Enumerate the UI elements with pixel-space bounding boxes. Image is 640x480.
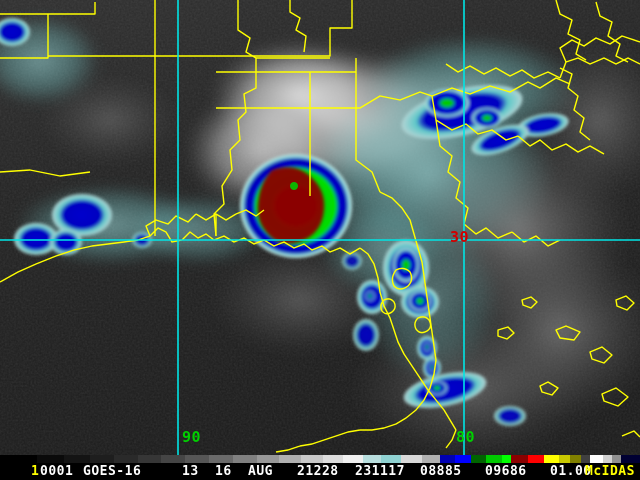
colorbar-segment-25 bbox=[527, 455, 545, 463]
status-month: AUG bbox=[248, 464, 273, 479]
colorbar-segment-12 bbox=[300, 455, 323, 463]
colorbar-segment-5 bbox=[137, 455, 162, 463]
status-line-number: 1 bbox=[31, 464, 40, 479]
storm-core bbox=[240, 154, 352, 258]
colorbar-segment-13 bbox=[322, 455, 343, 463]
latlon-grid bbox=[0, 0, 640, 455]
colorbar-segment-14 bbox=[342, 455, 363, 463]
colorbar-segment-24 bbox=[511, 455, 528, 463]
grid-label-lat-30: 30 bbox=[450, 228, 469, 246]
status-day-of-frame: 13 bbox=[182, 464, 199, 479]
status-software-label: McIDAS bbox=[585, 464, 635, 479]
colorbar-segment-7 bbox=[185, 455, 209, 463]
grid-label-lon-90: 90 bbox=[182, 428, 201, 446]
satellite-image-canvas[interactable]: 90 80 30 bbox=[0, 0, 640, 455]
colorbar-segment-11 bbox=[278, 455, 301, 463]
colorbar-segment-21 bbox=[471, 455, 486, 463]
storm-eye bbox=[290, 182, 298, 190]
colorbar-segment-10 bbox=[256, 455, 279, 463]
colorbar-segment-33 bbox=[621, 455, 640, 463]
status-resolution-a: 08885 bbox=[420, 464, 462, 479]
colorbar-segment-28 bbox=[570, 455, 582, 463]
status-time: 231117 bbox=[355, 464, 405, 479]
colorbar-segment-4 bbox=[113, 455, 138, 463]
colorbar-segment-9 bbox=[232, 455, 257, 463]
colorbar-segment-30 bbox=[590, 455, 604, 463]
colorbar-segment-29 bbox=[581, 455, 591, 463]
storm-eyewall-cold-core bbox=[257, 167, 325, 244]
colorbar-segment-32 bbox=[612, 455, 622, 463]
gulf-coast-cells bbox=[0, 18, 152, 255]
status-resolution-b: 09686 bbox=[485, 464, 527, 479]
colorbar-segment-17 bbox=[401, 455, 422, 463]
colorbar-segment-6 bbox=[161, 455, 186, 463]
status-bar: 1 0001 GOES-16 13 16 AUG 21228 231117 08… bbox=[0, 463, 640, 480]
ir-enhancement-colorbar[interactable] bbox=[0, 455, 640, 463]
colorbar-segment-31 bbox=[603, 455, 613, 463]
status-frame-id: 0001 bbox=[40, 464, 74, 479]
colorbar-segment-18 bbox=[421, 455, 440, 463]
colorbar-segment-0 bbox=[0, 455, 37, 463]
status-day: 16 bbox=[215, 464, 232, 479]
colorbar-segment-22 bbox=[485, 455, 503, 463]
colorbar-segment-23 bbox=[502, 455, 512, 463]
colorbar-segment-15 bbox=[362, 455, 382, 463]
colorbar-segment-20 bbox=[454, 455, 472, 463]
colorbar-segment-19 bbox=[439, 455, 455, 463]
colorbar-segment-27 bbox=[559, 455, 571, 463]
colorbar-segment-26 bbox=[544, 455, 560, 463]
map-boundaries bbox=[0, 0, 640, 453]
satellite-raster: 90 80 30 bbox=[0, 0, 640, 455]
grid-label-lon-80: 80 bbox=[456, 428, 475, 446]
colorbar-segment-16 bbox=[381, 455, 402, 463]
colorbar-segment-1 bbox=[36, 455, 65, 463]
colorbar-segment-3 bbox=[89, 455, 114, 463]
status-satellite: GOES-16 bbox=[83, 464, 142, 479]
status-julian-day: 21228 bbox=[297, 464, 339, 479]
colorbar-segment-2 bbox=[64, 455, 90, 463]
status-scale: 01.00 bbox=[550, 464, 592, 479]
colorbar-segment-8 bbox=[208, 455, 233, 463]
